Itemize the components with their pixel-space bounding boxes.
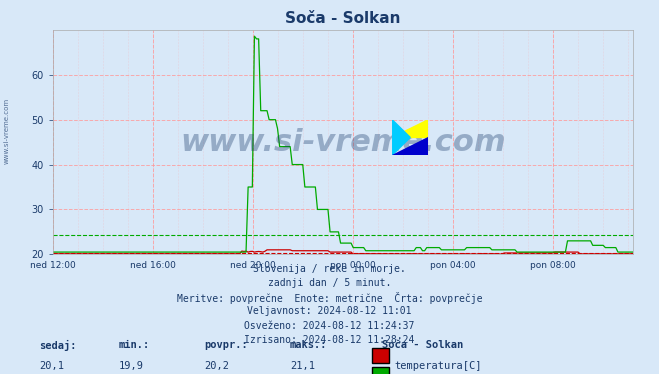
Text: pon 00:00: pon 00:00 — [330, 261, 376, 270]
Text: ned 12:00: ned 12:00 — [30, 261, 76, 270]
Text: zadnji dan / 5 minut.: zadnji dan / 5 minut. — [268, 278, 391, 288]
Text: min.:: min.: — [119, 340, 150, 350]
Text: Izrisano: 2024-08-12 11:28:24: Izrisano: 2024-08-12 11:28:24 — [244, 335, 415, 345]
Text: www.si-vreme.com: www.si-vreme.com — [3, 98, 10, 164]
Title: Soča - Solkan: Soča - Solkan — [285, 11, 401, 26]
Text: temperatura[C]: temperatura[C] — [394, 361, 482, 371]
Text: Soča - Solkan: Soča - Solkan — [382, 340, 463, 350]
Text: ned 20:00: ned 20:00 — [230, 261, 276, 270]
Text: 20,1: 20,1 — [40, 361, 65, 371]
Text: ned 16:00: ned 16:00 — [130, 261, 176, 270]
Text: Meritve: povprečne  Enote: metrične  Črta: povprečje: Meritve: povprečne Enote: metrične Črta:… — [177, 292, 482, 304]
Polygon shape — [392, 120, 410, 155]
Polygon shape — [392, 138, 428, 155]
Polygon shape — [392, 120, 428, 138]
Text: www.si-vreme.com: www.si-vreme.com — [180, 128, 505, 157]
Text: 20,2: 20,2 — [204, 361, 229, 371]
Text: Slovenija / reke in morje.: Slovenija / reke in morje. — [253, 264, 406, 274]
Text: 21,1: 21,1 — [290, 361, 315, 371]
Text: pon 04:00: pon 04:00 — [430, 261, 476, 270]
Text: Veljavnost: 2024-08-12 11:01: Veljavnost: 2024-08-12 11:01 — [247, 306, 412, 316]
Text: pon 08:00: pon 08:00 — [530, 261, 576, 270]
Text: sedaj:: sedaj: — [40, 340, 77, 351]
Text: Osveženo: 2024-08-12 11:24:37: Osveženo: 2024-08-12 11:24:37 — [244, 321, 415, 331]
Text: povpr.:: povpr.: — [204, 340, 248, 350]
Text: 19,9: 19,9 — [119, 361, 144, 371]
Text: maks.:: maks.: — [290, 340, 328, 350]
